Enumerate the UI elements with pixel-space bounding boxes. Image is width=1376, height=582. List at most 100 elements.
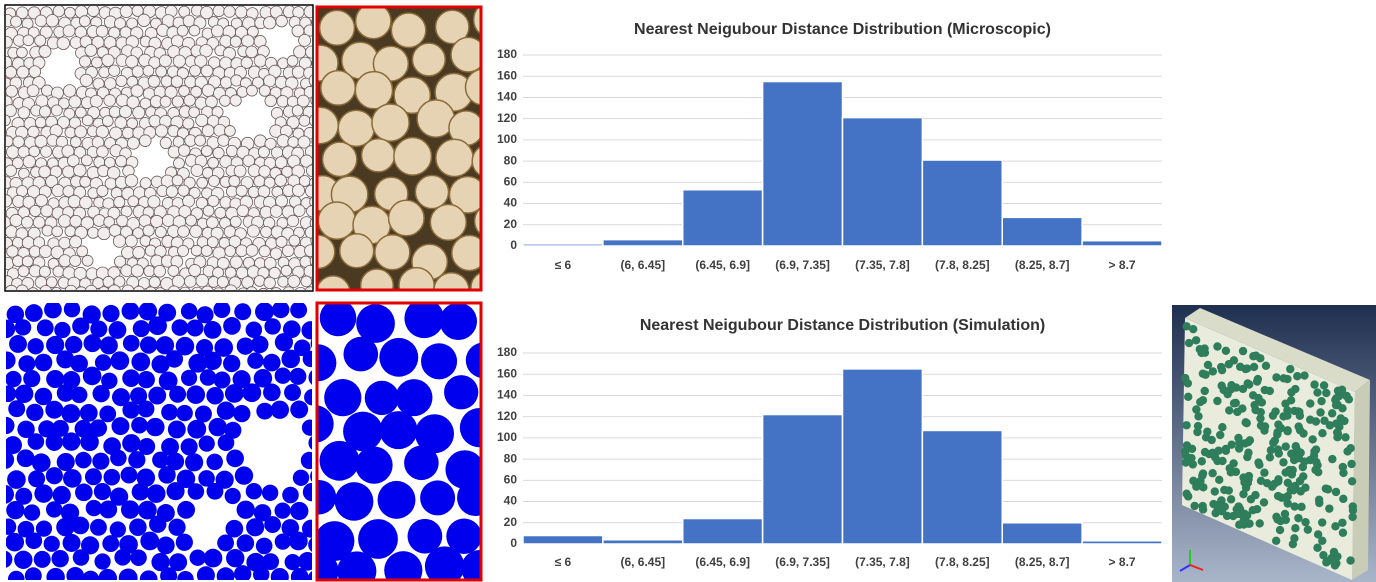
fibre xyxy=(173,158,184,169)
fibre xyxy=(292,105,303,116)
fibre xyxy=(45,401,63,419)
fibre xyxy=(117,215,129,227)
fibre xyxy=(1328,409,1336,417)
y-tick-label: 80 xyxy=(504,451,518,465)
fibre xyxy=(28,126,39,137)
fibre xyxy=(264,516,281,533)
fibre xyxy=(131,417,148,434)
fibre xyxy=(178,226,190,238)
fibre xyxy=(1282,442,1290,450)
fibre xyxy=(288,275,300,287)
fibre xyxy=(172,96,183,107)
fibre xyxy=(1296,426,1304,434)
x-tick-label: > 8.7 xyxy=(1109,555,1136,569)
y-tick-label: 120 xyxy=(497,111,517,125)
fibre xyxy=(264,277,276,289)
fibre xyxy=(224,126,235,137)
fibre xyxy=(187,319,204,336)
fibre xyxy=(161,404,178,421)
fibre xyxy=(191,164,203,176)
fibre xyxy=(1279,458,1287,466)
fibre xyxy=(196,274,209,287)
fibre xyxy=(460,408,499,447)
fibre xyxy=(355,446,392,483)
x-tick-label: (6, 6.45] xyxy=(620,258,665,272)
fibre xyxy=(83,367,102,386)
fibre xyxy=(133,320,150,337)
fibre xyxy=(1322,389,1330,397)
fibre xyxy=(80,74,92,86)
fibre xyxy=(1181,447,1189,455)
fibre xyxy=(389,200,425,236)
fibre xyxy=(1227,440,1235,448)
fibre xyxy=(131,265,143,277)
fibre xyxy=(1281,399,1289,407)
fibre xyxy=(148,316,167,335)
fibre xyxy=(2,136,13,147)
fibre xyxy=(275,534,291,550)
fibre xyxy=(122,302,140,320)
fibre xyxy=(197,177,208,188)
fibre xyxy=(320,300,357,337)
fibre xyxy=(246,518,264,536)
fibre xyxy=(84,334,102,352)
fibre xyxy=(256,403,273,420)
fibre xyxy=(65,226,76,237)
fibre xyxy=(70,255,81,266)
fibre xyxy=(1274,492,1282,500)
fibre xyxy=(1328,455,1336,463)
fibre xyxy=(62,432,80,450)
fibre xyxy=(254,55,266,67)
fibre xyxy=(1277,424,1285,432)
fibre xyxy=(275,175,287,187)
fibre xyxy=(258,288,269,299)
fibre xyxy=(1233,505,1241,513)
fibre xyxy=(1184,393,1192,401)
fibre xyxy=(80,404,98,422)
fibre xyxy=(275,333,293,351)
fibre xyxy=(1223,512,1231,520)
fibre xyxy=(1249,506,1257,514)
fibre xyxy=(1322,558,1330,566)
fibre xyxy=(1238,404,1246,412)
fibre xyxy=(128,451,145,468)
fibre xyxy=(237,205,249,217)
fibre xyxy=(1239,517,1247,525)
bar xyxy=(843,369,923,544)
fibre xyxy=(230,36,241,47)
fibre xyxy=(213,288,225,300)
fibre xyxy=(53,266,64,277)
fibre xyxy=(122,401,139,418)
fibre xyxy=(143,65,154,76)
fibre xyxy=(319,441,359,481)
x-tick-label: ≤ 6 xyxy=(555,258,572,272)
fibre xyxy=(98,227,111,240)
fibre xyxy=(1284,479,1292,487)
fibre xyxy=(168,420,186,438)
fibre xyxy=(436,139,473,176)
fibre xyxy=(23,155,35,167)
bar xyxy=(1082,541,1162,544)
fibre xyxy=(1190,502,1198,510)
fibre xyxy=(29,66,41,78)
fibre xyxy=(246,46,258,58)
fibre xyxy=(160,137,171,148)
fibre xyxy=(1198,471,1206,479)
fibre xyxy=(102,305,119,322)
fibre xyxy=(1283,412,1291,420)
fibre xyxy=(208,157,219,168)
fibre xyxy=(8,400,25,417)
fibre xyxy=(203,352,221,370)
fibre xyxy=(1201,371,1209,379)
fibre xyxy=(10,214,22,226)
fibre xyxy=(1297,487,1305,495)
fibre xyxy=(204,549,223,568)
fibre xyxy=(116,75,127,86)
fibre xyxy=(171,76,183,88)
fibre xyxy=(154,265,166,277)
fibre xyxy=(1342,392,1350,400)
fibre xyxy=(1332,488,1340,496)
fibre xyxy=(1296,477,1304,485)
fibre xyxy=(190,225,202,237)
fibre xyxy=(177,25,188,36)
